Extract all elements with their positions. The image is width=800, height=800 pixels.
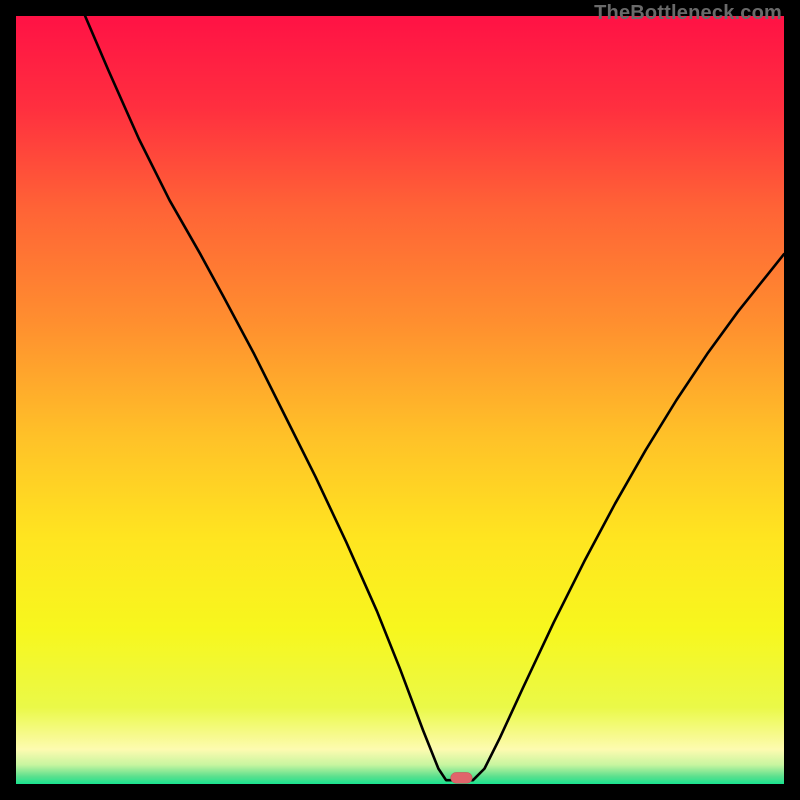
watermark-text: TheBottleneck.com bbox=[594, 2, 782, 25]
chart-frame: TheBottleneck.com bbox=[0, 0, 800, 800]
optimal-marker bbox=[451, 772, 473, 783]
plot-area bbox=[16, 16, 784, 784]
chart-svg bbox=[16, 16, 784, 784]
